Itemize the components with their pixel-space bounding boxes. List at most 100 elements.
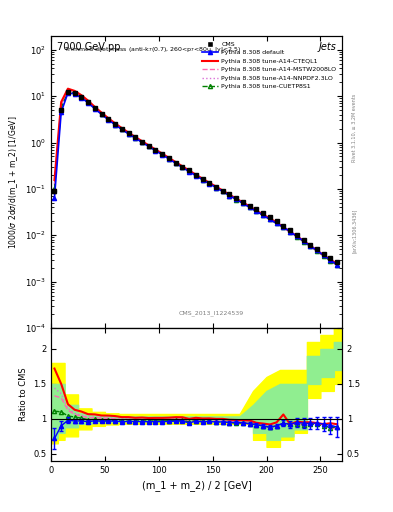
Pythia 8.308 tune-A14-MSTW2008LO: [214, 184, 219, 190]
Pythia 8.308 default: [200, 177, 205, 183]
Pythia 8.308 tune-A14-MSTW2008LO: [106, 116, 111, 122]
Pythia 8.308 tune-A14-CTEQL1: [187, 167, 191, 174]
Pythia 8.308 tune-CUETP8S1: [281, 224, 286, 230]
Pythia 8.308 tune-A14-NNPDF2.3LO: [119, 125, 124, 132]
Pythia 8.308 tune-CUETP8S1: [72, 90, 77, 96]
Pythia 8.308 default: [274, 220, 279, 226]
Pythia 8.308 default: [167, 156, 171, 162]
Y-axis label: Ratio to CMS: Ratio to CMS: [18, 368, 28, 421]
Pythia 8.308 tune-CUETP8S1: [308, 243, 312, 249]
Pythia 8.308 tune-A14-CTEQL1: [234, 196, 239, 202]
Pythia 8.308 default: [113, 122, 118, 128]
Pythia 8.308 tune-A14-NNPDF2.3LO: [133, 134, 138, 140]
Pythia 8.308 tune-A14-CTEQL1: [268, 216, 272, 222]
Pythia 8.308 default: [241, 200, 245, 206]
Pythia 8.308 default: [92, 105, 97, 112]
X-axis label: (m_1 + m_2) / 2 [GeV]: (m_1 + m_2) / 2 [GeV]: [141, 480, 252, 491]
Pythia 8.308 default: [321, 252, 326, 259]
Pythia 8.308 tune-A14-NNPDF2.3LO: [193, 172, 198, 178]
Line: Pythia 8.308 tune-A14-NNPDF2.3LO: Pythia 8.308 tune-A14-NNPDF2.3LO: [55, 90, 337, 265]
Pythia 8.308 tune-A14-NNPDF2.3LO: [301, 239, 306, 245]
Pythia 8.308 default: [86, 100, 90, 106]
Pythia 8.308 tune-A14-CTEQL1: [308, 243, 312, 249]
Pythia 8.308 tune-CUETP8S1: [92, 105, 97, 112]
Pythia 8.308 tune-CUETP8S1: [227, 193, 232, 199]
Pythia 8.308 tune-A14-CTEQL1: [335, 261, 340, 267]
Pythia 8.308 default: [207, 181, 212, 187]
Pythia 8.308 tune-A14-MSTW2008LO: [86, 99, 90, 105]
Pythia 8.308 tune-A14-NNPDF2.3LO: [167, 155, 171, 161]
Pythia 8.308 tune-A14-NNPDF2.3LO: [187, 168, 191, 174]
Pythia 8.308 tune-A14-NNPDF2.3LO: [180, 164, 185, 170]
Pythia 8.308 tune-CUETP8S1: [167, 156, 171, 162]
Text: Trimmed dijet mass (anti-k$_T$(0.7), 260<p$_T$<800, |y|<2.5): Trimmed dijet mass (anti-k$_T$(0.7), 260…: [64, 45, 242, 54]
Pythia 8.308 tune-A14-NNPDF2.3LO: [247, 204, 252, 210]
Pythia 8.308 tune-A14-NNPDF2.3LO: [86, 98, 90, 104]
Pythia 8.308 tune-A14-MSTW2008LO: [92, 105, 97, 111]
Pythia 8.308 tune-A14-NNPDF2.3LO: [92, 104, 97, 111]
Pythia 8.308 default: [126, 131, 131, 137]
Pythia 8.308 default: [99, 111, 104, 117]
Pythia 8.308 tune-A14-MSTW2008LO: [119, 126, 124, 132]
Pythia 8.308 default: [180, 164, 185, 170]
Pythia 8.308 tune-A14-NNPDF2.3LO: [72, 89, 77, 95]
Pythia 8.308 tune-CUETP8S1: [106, 116, 111, 122]
Pythia 8.308 tune-A14-MSTW2008LO: [193, 172, 198, 178]
Pythia 8.308 default: [301, 238, 306, 244]
Pythia 8.308 default: [187, 168, 191, 175]
Pythia 8.308 tune-A14-CTEQL1: [200, 176, 205, 182]
Pythia 8.308 tune-A14-MSTW2008LO: [126, 130, 131, 136]
Pythia 8.308 default: [59, 109, 64, 115]
Pythia 8.308 tune-A14-MSTW2008LO: [146, 143, 151, 149]
Pythia 8.308 tune-CUETP8S1: [66, 89, 70, 95]
Pythia 8.308 tune-CUETP8S1: [274, 220, 279, 226]
Legend: CMS, Pythia 8.308 default, Pythia 8.308 tune-A14-CTEQL1, Pythia 8.308 tune-A14-M: CMS, Pythia 8.308 default, Pythia 8.308 …: [200, 39, 339, 92]
Pythia 8.308 tune-A14-MSTW2008LO: [241, 200, 245, 206]
Pythia 8.308 tune-A14-CTEQL1: [133, 134, 138, 140]
Pythia 8.308 tune-A14-MSTW2008LO: [180, 164, 185, 170]
Pythia 8.308 tune-A14-MSTW2008LO: [268, 216, 272, 222]
Pythia 8.308 tune-A14-CTEQL1: [173, 159, 178, 165]
Pythia 8.308 default: [153, 147, 158, 154]
Text: Rivet 3.1.10, ≥ 3.2M events: Rivet 3.1.10, ≥ 3.2M events: [352, 94, 357, 162]
Pythia 8.308 tune-A14-NNPDF2.3LO: [79, 93, 84, 99]
Pythia 8.308 tune-A14-MSTW2008LO: [66, 87, 70, 93]
Pythia 8.308 tune-CUETP8S1: [52, 186, 57, 192]
Pythia 8.308 tune-A14-CTEQL1: [294, 233, 299, 239]
Pythia 8.308 tune-A14-NNPDF2.3LO: [140, 138, 144, 144]
Pythia 8.308 tune-A14-CTEQL1: [193, 172, 198, 178]
Pythia 8.308 default: [160, 152, 165, 158]
Pythia 8.308 default: [268, 216, 272, 222]
Pythia 8.308 tune-A14-MSTW2008LO: [227, 192, 232, 198]
Pythia 8.308 tune-A14-CTEQL1: [288, 228, 292, 234]
Pythia 8.308 tune-A14-MSTW2008LO: [187, 168, 191, 174]
Pythia 8.308 tune-A14-CTEQL1: [106, 115, 111, 121]
Pythia 8.308 tune-A14-MSTW2008LO: [160, 151, 165, 157]
Pythia 8.308 tune-A14-CTEQL1: [220, 187, 225, 194]
Pythia 8.308 tune-A14-MSTW2008LO: [301, 239, 306, 245]
Text: 7000 GeV pp: 7000 GeV pp: [57, 41, 120, 52]
Pythia 8.308 tune-CUETP8S1: [254, 208, 259, 215]
Pythia 8.308 default: [335, 262, 340, 268]
Pythia 8.308 tune-A14-NNPDF2.3LO: [241, 200, 245, 206]
Pythia 8.308 tune-A14-NNPDF2.3LO: [321, 253, 326, 259]
Pythia 8.308 tune-CUETP8S1: [335, 262, 340, 268]
Pythia 8.308 tune-A14-CTEQL1: [66, 86, 70, 92]
Pythia 8.308 tune-CUETP8S1: [86, 99, 90, 105]
Pythia 8.308 tune-A14-NNPDF2.3LO: [146, 143, 151, 149]
Pythia 8.308 tune-CUETP8S1: [328, 258, 333, 264]
Pythia 8.308 tune-CUETP8S1: [301, 239, 306, 245]
Pythia 8.308 default: [66, 90, 70, 96]
Pythia 8.308 default: [294, 233, 299, 240]
Line: Pythia 8.308 tune-A14-MSTW2008LO: Pythia 8.308 tune-A14-MSTW2008LO: [55, 90, 337, 266]
Pythia 8.308 tune-A14-CTEQL1: [207, 180, 212, 186]
Pythia 8.308 tune-A14-MSTW2008LO: [288, 228, 292, 234]
Pythia 8.308 tune-A14-MSTW2008LO: [113, 121, 118, 127]
Pythia 8.308 tune-A14-NNPDF2.3LO: [113, 121, 118, 127]
Pythia 8.308 tune-A14-MSTW2008LO: [294, 233, 299, 240]
Pythia 8.308 tune-A14-CTEQL1: [160, 151, 165, 157]
Pythia 8.308 tune-A14-CTEQL1: [92, 104, 97, 110]
Line: Pythia 8.308 tune-A14-CTEQL1: Pythia 8.308 tune-A14-CTEQL1: [55, 89, 337, 264]
Text: CMS_2013_I1224539: CMS_2013_I1224539: [178, 311, 244, 316]
Pythia 8.308 default: [140, 139, 144, 145]
